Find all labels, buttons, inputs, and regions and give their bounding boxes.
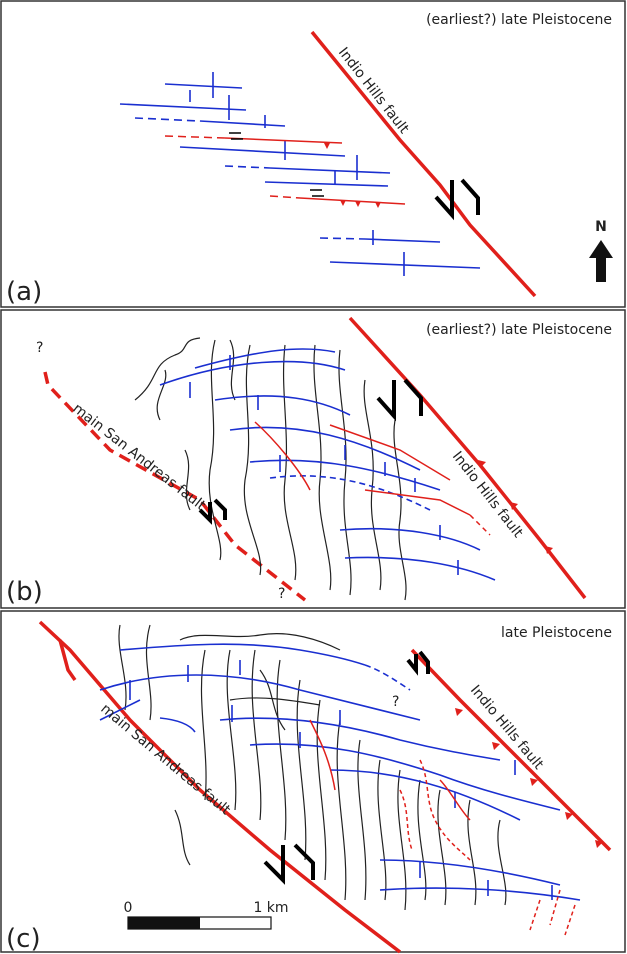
slip-arrows — [263, 843, 315, 885]
panel-frame — [0, 0, 626, 308]
scale-label: 1 km — [253, 900, 288, 916]
fold-axes — [159, 348, 496, 581]
panel-b: (earliest?) late Pleistocene main San An… — [6, 316, 612, 607]
fault-trace — [410, 648, 612, 852]
thrust — [164, 135, 226, 139]
thrust — [469, 514, 491, 536]
fault-trace — [58, 639, 77, 682]
panel-a: N (earliest?) late Pleistocene Indio Hil… — [6, 12, 613, 307]
panel-label: (b) — [6, 577, 43, 607]
thrust — [329, 424, 471, 516]
slip-arrows — [434, 178, 480, 221]
north-label: N — [595, 219, 607, 235]
thrust — [269, 195, 301, 199]
panel-c: 0 1 km late Pleistocene main San Andreas… — [6, 620, 612, 954]
fold-axes — [99, 643, 581, 901]
contours — [118, 624, 507, 911]
slip-arrows — [229, 132, 324, 197]
panel-label: (c) — [6, 924, 41, 954]
thrust — [254, 421, 311, 491]
thrust — [299, 197, 406, 205]
fault-trace — [310, 30, 537, 298]
fold-axes — [119, 72, 481, 276]
panel-label: (a) — [6, 277, 42, 307]
fault-trace — [38, 620, 402, 954]
age-label: (earliest?) late Pleistocene — [426, 322, 612, 338]
slip-arrows — [376, 378, 423, 422]
query-label: ? — [278, 586, 285, 602]
north-arrow — [589, 240, 613, 282]
slip-arrows — [406, 650, 430, 676]
thrust-teeth — [324, 143, 381, 208]
thrust-teeth — [455, 708, 603, 848]
scale-label: 0 — [124, 900, 133, 916]
age-label: late Pleistocene — [501, 625, 612, 641]
scale-bar — [128, 917, 200, 929]
query-label: ? — [392, 694, 399, 710]
thrusts — [309, 719, 576, 936]
panel-frame — [0, 610, 626, 953]
fault-label: Indio Hills fault — [335, 45, 412, 138]
thrust — [224, 137, 343, 144]
fault-trace — [43, 371, 307, 602]
fault-label: Indio Hills fault — [467, 682, 547, 773]
query-label: ? — [36, 340, 43, 356]
fault-label: Indio Hills fault — [449, 449, 526, 542]
age-label: (earliest?) late Pleistocene — [426, 12, 612, 28]
slip-arrows — [198, 498, 227, 525]
panel-frame — [0, 309, 626, 609]
contours — [134, 337, 407, 601]
